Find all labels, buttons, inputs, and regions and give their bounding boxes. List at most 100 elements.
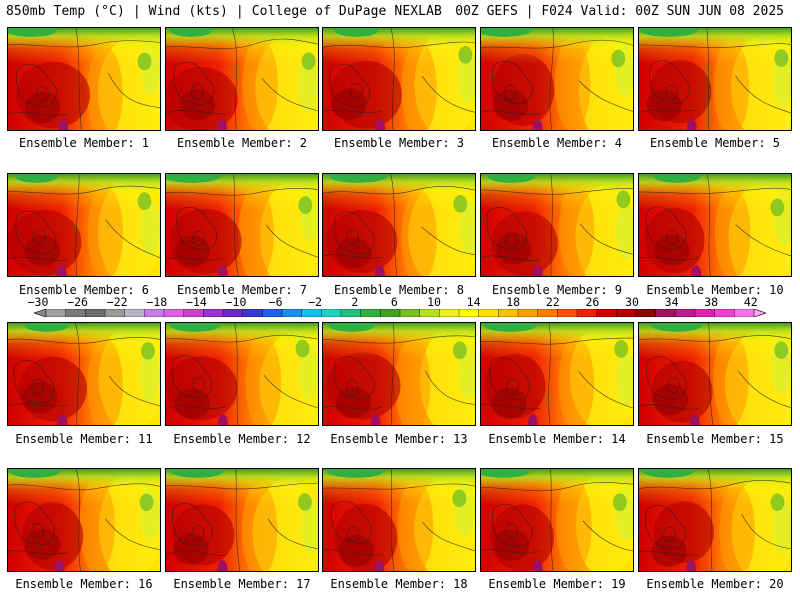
colorbar-bin	[301, 309, 322, 317]
ensemble-member-map	[7, 173, 161, 277]
ensemble-member-label: Ensemble Member: 10	[646, 283, 784, 297]
colorbar-bin	[242, 309, 263, 317]
colorbar-bin	[714, 309, 735, 317]
ensemble-member-label: Ensemble Member: 8	[333, 283, 465, 297]
map-title: 850mb Temp (°C) | Wind (kts) | College o…	[6, 4, 442, 19]
colorbar-bin	[124, 309, 145, 317]
colorbar-bin	[399, 309, 421, 317]
ensemble-member-map	[322, 322, 476, 426]
ensemble-member-label: Ensemble Member: 11	[15, 432, 153, 446]
colorbar-bin	[163, 309, 185, 317]
colorbar-bin	[616, 309, 637, 317]
ensemble-member-map	[480, 27, 634, 131]
ensemble-member-map	[322, 173, 476, 277]
colorbar-bin	[596, 309, 617, 317]
ensemble-member-label: Ensemble Member: 20	[646, 577, 784, 591]
colorbar-bin	[321, 309, 342, 317]
ensemble-member-map	[7, 322, 161, 426]
model-valid-time: 00Z GEFS | F024 Valid: 00Z SUN JUN 08 20…	[455, 4, 784, 19]
colorbar-tick-label: 22	[545, 295, 560, 309]
colorbar-bin	[144, 309, 165, 317]
ensemble-member-map	[165, 468, 319, 572]
ensemble-member-map	[322, 27, 476, 131]
colorbar-bin	[281, 309, 303, 317]
colorbar-labels: −30 −26 −22 −18 −14 −10 −6 −2 2 6 10 14 18 22 26 30 34 38…	[0, 295, 800, 309]
colorbar-tick-label: 2	[351, 295, 359, 309]
ensemble-member-map	[638, 322, 792, 426]
colorbar-tick-label: 34	[664, 295, 679, 309]
colorbar-tick-label: 26	[585, 295, 600, 309]
ensemble-member-label: Ensemble Member: 3	[333, 136, 465, 150]
colorbar-bin	[203, 309, 224, 317]
ensemble-member-label: Ensemble Member: 19	[488, 577, 626, 591]
ensemble-member-label: Ensemble Member: 14	[488, 432, 626, 446]
colorbar-tick-label: −30	[27, 295, 49, 309]
ensemble-member-label: Ensemble Member: 12	[173, 432, 311, 446]
ensemble-member-label: Ensemble Member: 9	[491, 283, 623, 297]
ensemble-member-label: Ensemble Member: 13	[330, 432, 468, 446]
colorbar-bin	[635, 309, 657, 317]
colorbar-tick-label: −10	[225, 295, 247, 309]
ensemble-member-map	[322, 468, 476, 572]
colorbar-tick-label: 42	[743, 295, 758, 309]
colorbar-bin	[419, 309, 440, 317]
colorbar-bin	[85, 309, 106, 317]
colorbar-bin	[45, 309, 67, 317]
ensemble-member-map	[480, 468, 634, 572]
colorbar-bin	[380, 309, 401, 317]
ensemble-member-label: Ensemble Member: 18	[330, 577, 468, 591]
ensemble-member-map	[638, 173, 792, 277]
colorbar-bin	[498, 309, 519, 317]
colorbar-bin	[675, 309, 696, 317]
colorbar-tick-label: 38	[704, 295, 719, 309]
colorbar-bin	[439, 309, 460, 317]
colorbar-bin	[65, 309, 86, 317]
colorbar-tick-label: −26	[67, 295, 88, 309]
ensemble-member-label: Ensemble Member: 5	[649, 136, 781, 150]
colorbar-min-arrow	[34, 309, 47, 317]
colorbar-bin	[262, 309, 283, 317]
colorbar-bin	[104, 309, 126, 317]
colorbar-tick-label: −18	[146, 295, 168, 309]
ensemble-member-label: Ensemble Member: 4	[491, 136, 623, 150]
colorbar-bin	[655, 309, 676, 317]
colorbar-max-arrow	[753, 309, 766, 317]
ensemble-member-label: Ensemble Member: 15	[646, 432, 784, 446]
ensemble-member-map	[480, 173, 634, 277]
ensemble-member-label: Ensemble Member: 16	[15, 577, 153, 591]
ensemble-member-map	[7, 468, 161, 572]
ensemble-member-label: Ensemble Member: 6	[18, 283, 150, 297]
colorbar-tick-label: 10	[427, 295, 441, 309]
colorbar-bin	[458, 309, 480, 317]
colorbar-tick-label: 6	[390, 295, 398, 309]
colorbar-bin	[734, 309, 755, 317]
ensemble-member-map	[165, 27, 319, 131]
colorbar-tick-label: −6	[268, 295, 283, 309]
colorbar-bin	[557, 309, 578, 317]
colorbar-tick-label: 14	[466, 295, 481, 309]
ensemble-member-label: Ensemble Member: 1	[18, 136, 150, 150]
colorbar-bin	[537, 309, 558, 317]
colorbar-tick-label: −2	[308, 295, 323, 309]
colorbar-tick-label: 30	[625, 295, 639, 309]
ensemble-member-map	[7, 27, 161, 131]
ensemble-member-label: Ensemble Member: 2	[176, 136, 308, 150]
colorbar-bin	[576, 309, 598, 317]
ensemble-member-map	[480, 322, 634, 426]
ensemble-member-map	[165, 322, 319, 426]
colorbar-bin	[183, 309, 204, 317]
colorbar-tick-label: −14	[186, 295, 207, 309]
colorbar-bin	[694, 309, 716, 317]
colorbar-bin	[222, 309, 244, 317]
ensemble-member-label: Ensemble Member: 17	[173, 577, 311, 591]
ensemble-member-map	[165, 173, 319, 277]
colorbar-bin	[340, 309, 362, 317]
colorbar-tick-label: 18	[506, 295, 521, 309]
colorbar-tick-label: −22	[106, 295, 128, 309]
ensemble-member-label: Ensemble Member: 7	[176, 283, 308, 297]
colorbar-bin	[478, 309, 499, 317]
temperature-colorbar	[34, 309, 766, 317]
colorbar-bin	[360, 309, 381, 317]
ensemble-member-map	[638, 468, 792, 572]
colorbar-bin	[517, 309, 539, 317]
